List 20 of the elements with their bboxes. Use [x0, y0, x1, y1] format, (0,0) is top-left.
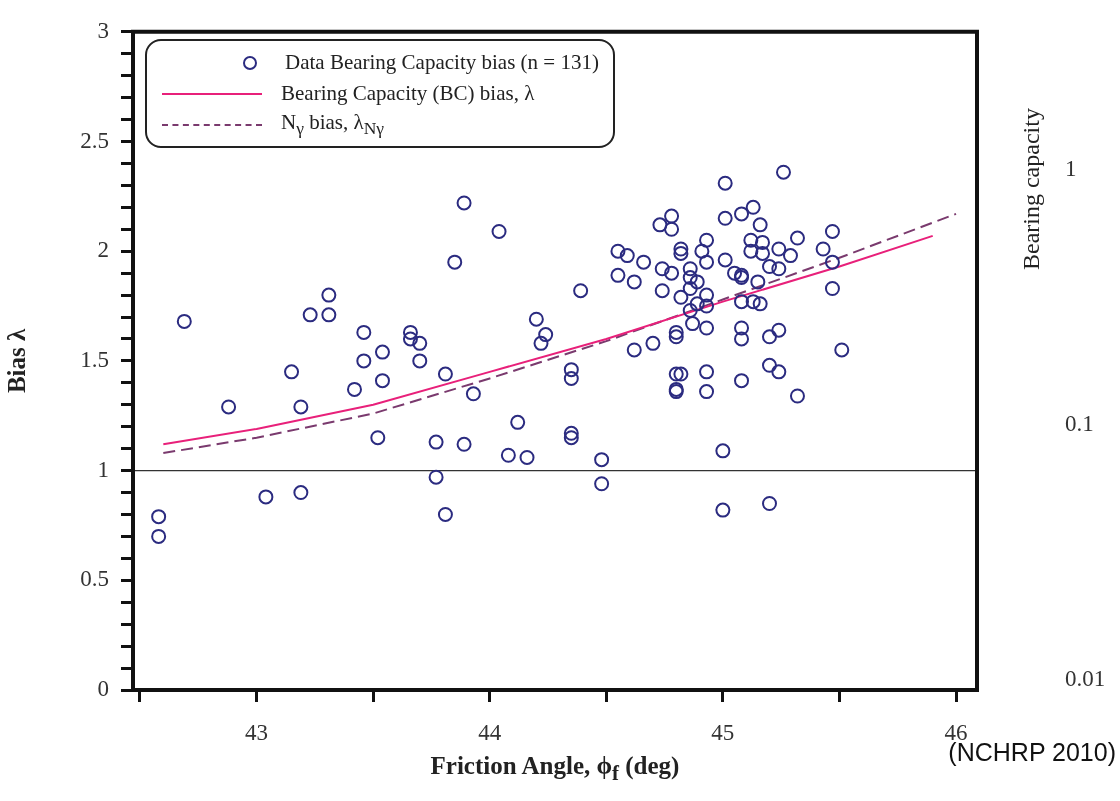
legend-label: Data Bearing Capacity bias (n = 131)	[285, 50, 599, 75]
y-tick-label: 0	[97, 676, 109, 702]
x-tick-label: 45	[711, 719, 735, 745]
legend-label: N$_{γ}$ bias, λ$_{Nγ}$	[281, 109, 385, 140]
line-series	[162, 212, 958, 455]
x-axis-title: Friction Angle, ϕ$_{f}$ (deg)	[430, 752, 680, 785]
y-tick-label: 0.5	[80, 566, 109, 592]
y2-axis-title: Bearing capacity	[1018, 107, 1045, 270]
y-axis-title: Bias λ	[3, 328, 31, 394]
y2-tick-label: 0.01	[1065, 665, 1106, 691]
y2-tick-label: 1	[1065, 156, 1077, 182]
y-tick-label: 2.5	[80, 127, 109, 153]
y-tick-label: 1	[97, 456, 109, 482]
y-tick-label: 1.5	[80, 346, 109, 372]
y2-tick-label: 0.1	[1065, 411, 1094, 436]
y-tick-label: 3	[97, 17, 109, 43]
x-tick-label: 43	[245, 719, 269, 745]
x-tick-label: 44	[478, 719, 502, 745]
legend-label: Bearing Capacity (BC) bias, λ	[281, 81, 535, 106]
y-tick-label: 2	[97, 237, 109, 263]
